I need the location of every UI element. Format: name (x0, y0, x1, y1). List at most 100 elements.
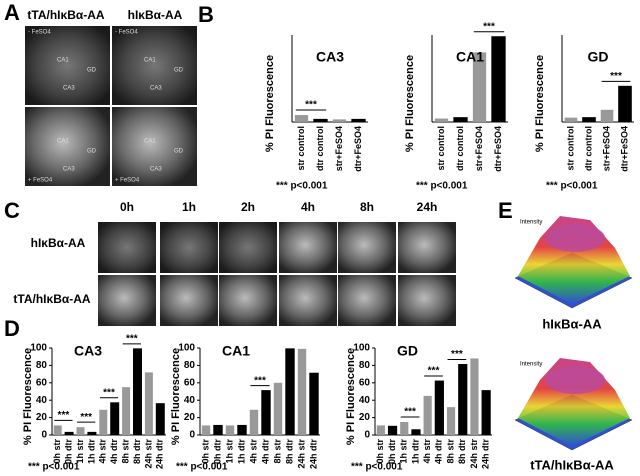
y-tick-label: 80 (36, 360, 48, 371)
bar (491, 36, 506, 123)
surface-peak (545, 224, 605, 252)
condition-label: - FeSO4 (115, 30, 138, 36)
bar (582, 117, 596, 123)
y-tick-label: 20 (36, 412, 48, 423)
x-tick-label: 0h dtr (387, 439, 397, 464)
x-tick-label: str control (565, 126, 575, 171)
significance-label: *** (451, 349, 463, 360)
region-label: CA1 (57, 58, 69, 64)
slice-image (338, 222, 396, 273)
chart-title: CA1 (222, 343, 250, 359)
significance-label: *** (610, 71, 622, 82)
panel-letter: A (4, 0, 20, 25)
y-tick-label: 40 (184, 395, 196, 406)
x-tick-label: 1h str (75, 439, 85, 464)
x-tick-label: dtr+FeSO4 (619, 126, 629, 172)
x-tick-label: 1h dtr (410, 439, 420, 464)
x-tick-label: dtr control (315, 126, 325, 171)
panel-letter: D (4, 316, 20, 341)
bar (53, 425, 62, 435)
bar (144, 372, 153, 435)
y-tick-label: 0 (41, 430, 47, 441)
region-label: GD (174, 149, 184, 155)
x-tick-label: 24h str (143, 439, 153, 469)
significance-label: *** (80, 412, 92, 423)
y-tick-label: 60 (36, 377, 48, 388)
bar (458, 364, 468, 436)
condition-label: + FeSO4 (28, 178, 53, 184)
row-label: hIκBα-AA (31, 236, 86, 250)
slice-image (279, 222, 337, 273)
slice-image (338, 275, 396, 326)
slice-image (398, 222, 456, 273)
region-label: GD (87, 68, 97, 74)
surface-peak (545, 366, 605, 394)
chart-title: CA3 (316, 49, 344, 65)
x-tick-label: 24h dtr (481, 439, 491, 470)
x-tick-label: 0h dtr (63, 439, 73, 464)
x-tick-label: 1h dtr (236, 439, 246, 464)
panel-letter: E (498, 198, 513, 223)
y-tick-label: 0 (364, 430, 370, 441)
x-tick-label: 4h str (422, 439, 432, 464)
significance-label: *** (126, 334, 138, 345)
bar (237, 424, 247, 436)
bar (201, 425, 211, 435)
y-tick-label: 60 (184, 377, 196, 388)
y-axis-title: % PI Fluorescence (404, 55, 416, 152)
column-label: hIκBα-AA (128, 8, 183, 22)
bar (225, 425, 235, 435)
time-label: 8h (360, 200, 374, 214)
time-label: 24h (417, 200, 438, 214)
region-label: CA3 (63, 86, 75, 92)
bar (446, 407, 456, 435)
time-label: 0h (120, 200, 134, 214)
panel-letter: C (4, 198, 20, 223)
slice-image (112, 26, 197, 105)
x-tick-label: str+FeSO4 (334, 126, 344, 171)
x-tick-label: 4h str (98, 439, 108, 464)
x-tick-label: 24h str (296, 439, 306, 469)
x-tick-label: 1h str (224, 439, 234, 464)
x-tick-label: 24h str (469, 439, 479, 469)
region-label: CA3 (150, 167, 162, 173)
y-tick-label: 40 (36, 395, 48, 406)
time-label: 1h (182, 200, 196, 214)
bar (470, 358, 479, 435)
bar (297, 348, 307, 435)
surface-label: tTA/hIκBα-AA (530, 457, 614, 472)
x-tick-label: 8h str (445, 439, 455, 464)
y-tick-label: 80 (359, 360, 371, 371)
x-tick-label: 1h dtr (86, 439, 96, 464)
bar (285, 348, 295, 436)
bar (481, 390, 491, 436)
bar (332, 119, 347, 122)
y-tick-label: 100 (178, 343, 195, 354)
region-label: CA3 (63, 167, 75, 173)
chart-title: CA1 (456, 49, 484, 65)
significance-label: *** (428, 366, 440, 377)
footnote: *** p<0.001 (416, 181, 468, 192)
axis-label: Intensity (520, 220, 542, 226)
x-tick-label: str control (296, 126, 306, 171)
x-tick-label: dtr+FeSO4 (493, 126, 503, 172)
slice-image (279, 275, 337, 326)
y-axis-title: % PI Fluorescence (345, 348, 357, 445)
bar (133, 348, 142, 436)
x-tick-label: 8h dtr (457, 439, 467, 464)
bar (249, 409, 259, 435)
x-tick-label: 24h dtr (308, 439, 318, 470)
y-axis-title: % PI Fluorescence (22, 348, 34, 445)
bar (376, 425, 385, 435)
bar (387, 425, 398, 436)
condition-label: - FeSO4 (28, 30, 51, 36)
slice-image (98, 275, 156, 326)
bar (423, 395, 432, 435)
bar (273, 382, 283, 435)
bar (351, 118, 366, 123)
bar (122, 387, 131, 435)
surface-label: hIκBα-AA (542, 316, 602, 331)
bar (313, 118, 328, 123)
bar (76, 427, 85, 435)
y-tick-label: 60 (359, 377, 371, 388)
